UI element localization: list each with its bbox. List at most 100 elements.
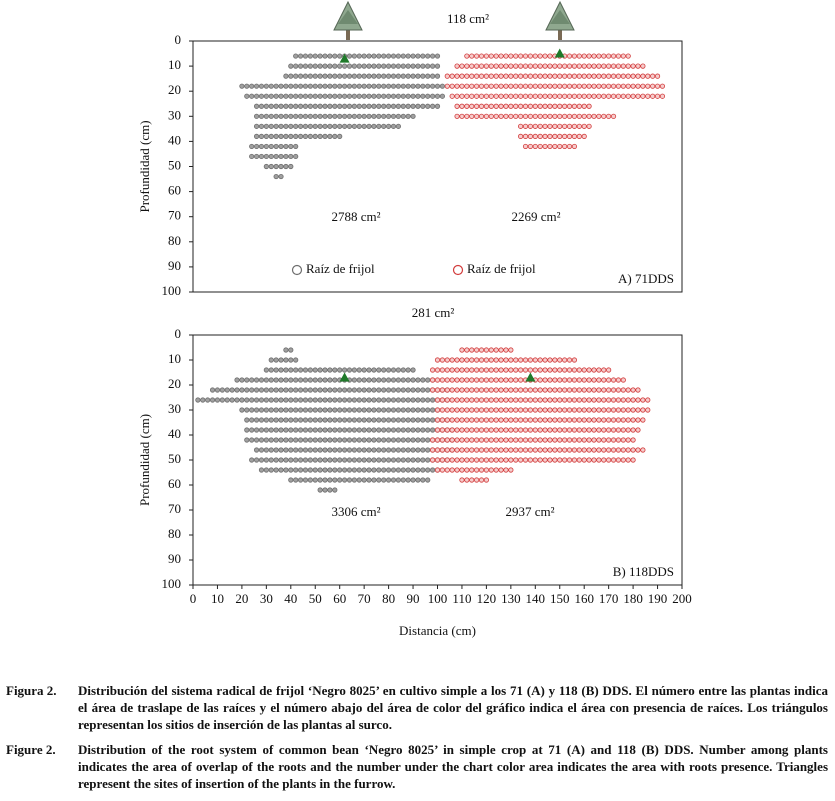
root-dot xyxy=(645,93,651,99)
root-dot xyxy=(596,83,602,89)
root-dot xyxy=(381,93,387,99)
root-dot xyxy=(317,83,323,89)
root-dot xyxy=(366,427,372,433)
root-dot xyxy=(581,437,587,443)
root-dot xyxy=(640,407,646,413)
root-dot xyxy=(571,63,578,69)
root-dot xyxy=(474,387,480,393)
root-dot xyxy=(513,437,519,443)
root-dot xyxy=(366,467,372,473)
root-dot xyxy=(244,407,250,413)
root-dot xyxy=(615,407,622,413)
root-dot xyxy=(283,407,289,413)
x-tick-label: 0 xyxy=(190,591,197,606)
root-dot xyxy=(581,367,587,373)
root-dot xyxy=(249,377,255,383)
root-dot xyxy=(498,407,504,413)
root-dot xyxy=(307,103,313,109)
root-dot xyxy=(586,63,592,69)
root-dot xyxy=(562,123,568,129)
root-dot xyxy=(273,447,279,453)
root-dot xyxy=(493,367,499,373)
root-dot xyxy=(498,103,504,109)
root-dot xyxy=(552,357,558,363)
root-dot xyxy=(273,467,279,473)
root-dot xyxy=(474,347,480,353)
root-dot xyxy=(610,73,617,79)
root-dot xyxy=(366,63,372,69)
root-dot xyxy=(385,427,392,433)
root-dots xyxy=(239,53,445,180)
x-tick-label: 30 xyxy=(260,591,273,606)
root-dot xyxy=(474,427,480,433)
root-dot xyxy=(385,397,392,403)
root-dot xyxy=(346,427,353,433)
root-dot xyxy=(366,447,372,453)
root-dot xyxy=(273,133,279,139)
root-dot xyxy=(591,457,597,463)
root-dot xyxy=(640,63,646,69)
root-dot xyxy=(557,407,563,413)
root-dot xyxy=(527,93,534,99)
root-dot xyxy=(610,93,617,99)
root-dot xyxy=(341,73,348,79)
root-dot xyxy=(337,397,343,403)
root-dot xyxy=(293,113,299,119)
root-dot xyxy=(513,73,519,79)
x-axis-label: Distancia (cm) xyxy=(399,623,476,638)
root-dot xyxy=(430,63,436,69)
root-dot xyxy=(498,397,504,403)
root-dot xyxy=(239,407,245,413)
root-dot xyxy=(366,407,372,413)
root-dot xyxy=(581,113,587,119)
root-dot xyxy=(381,427,387,433)
root-dot xyxy=(566,377,573,383)
root-dot xyxy=(322,53,328,59)
root-dot xyxy=(557,93,563,99)
root-dot xyxy=(332,427,338,433)
root-dot xyxy=(322,83,328,89)
root-dot xyxy=(518,447,524,453)
root-dot xyxy=(562,143,568,150)
root-dot xyxy=(557,133,563,139)
root-dot xyxy=(469,407,475,413)
root-dot xyxy=(459,93,465,99)
root-dot xyxy=(390,417,397,423)
root-dot xyxy=(537,417,543,423)
root-dot xyxy=(615,417,622,423)
root-dot xyxy=(537,357,543,363)
root-dot xyxy=(405,417,411,423)
root-dot xyxy=(415,427,421,433)
root-dot xyxy=(576,437,582,443)
root-dot xyxy=(527,397,534,403)
root-dot xyxy=(557,83,563,89)
root-dot xyxy=(351,437,357,443)
root-dot xyxy=(537,367,543,373)
root-dot xyxy=(537,133,543,139)
root-dot xyxy=(562,93,568,99)
root-dot xyxy=(278,427,284,433)
root-dot xyxy=(410,73,416,79)
root-dot xyxy=(268,397,274,403)
y-tick-label: 60 xyxy=(168,183,181,198)
root-dot xyxy=(542,427,548,433)
root-dot xyxy=(630,73,636,79)
root-dot xyxy=(239,387,245,393)
root-dot xyxy=(366,53,372,59)
root-dot xyxy=(410,113,416,119)
root-dot xyxy=(268,103,274,109)
x-tick-label: 50 xyxy=(309,591,322,606)
root-dot xyxy=(537,83,543,89)
root-dot xyxy=(547,407,553,413)
root-dot xyxy=(337,387,343,393)
root-dot xyxy=(557,357,563,363)
root-dot xyxy=(542,63,548,69)
root-dot xyxy=(400,447,406,453)
caption-es: Figura 2. Distribución del sistema radic… xyxy=(6,682,828,733)
root-dot xyxy=(405,387,411,393)
root-dot xyxy=(288,123,294,129)
root-dot xyxy=(307,113,313,119)
y-tick-label: 100 xyxy=(162,576,182,591)
root-dot xyxy=(425,397,431,403)
root-dot xyxy=(518,53,524,59)
